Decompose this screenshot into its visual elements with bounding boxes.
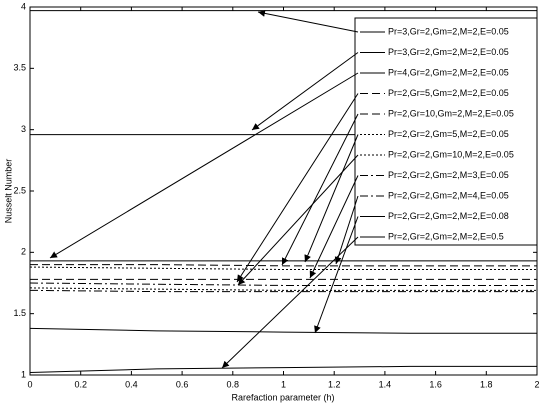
legend-label: Pr=2,Gr=2,Gm=2,M=2,E=0.5 (388, 231, 504, 241)
legend-label: Pr=3,Gr=2,Gm=2,M=2,E=0.05 (388, 26, 509, 36)
y-tick-label: 2.5 (13, 185, 26, 195)
legend-label: Pr=3,Gr=2,Gm=2,M=2,E=0.05 (388, 47, 509, 57)
series-line (29, 327, 537, 334)
legend-label: Pr=2,Gr=2,Gm=2,M=2,E=0.08 (388, 211, 509, 221)
legend-label: Pr=2,Gr=5,Gm=2,M=2,E=0.05 (388, 88, 509, 98)
x-tick-label: 1.6 (429, 379, 442, 389)
x-tick-label: 1.2 (328, 379, 341, 389)
annotation-arrow (237, 154, 359, 286)
legend-label: Pr=2,Gr=2,Gm=5,M=2,E=0.05 (388, 129, 509, 139)
legend-label: Pr=4,Gr=2,Gm=2,M=2,E=0.05 (388, 67, 509, 77)
annotation-arrow (281, 113, 359, 266)
x-tick-label: 1.8 (480, 379, 493, 389)
annotation-arrow (334, 195, 359, 265)
series-line (30, 264, 537, 267)
series-line (29, 289, 537, 293)
y-tick-label: 2 (21, 247, 26, 257)
series-line (29, 266, 537, 271)
annotation-arrow (309, 175, 359, 279)
series-line (29, 287, 537, 291)
annotation-arrow (49, 72, 359, 259)
annotation-arrow (257, 9, 359, 33)
legend-box (354, 17, 538, 246)
x-tick-label: 0 (27, 379, 32, 389)
annotation-arrow (251, 52, 359, 131)
annotation-arrow (236, 93, 359, 283)
x-tick-label: 2 (534, 379, 539, 389)
y-tick-label: 3.5 (13, 63, 26, 73)
series-line (29, 282, 537, 286)
annotation-arrow (304, 134, 359, 263)
series-line (29, 365, 537, 374)
y-tick-label: 3 (21, 124, 26, 134)
x-tick-label: 0.6 (176, 379, 189, 389)
y-axis-label: Nusselt Number (3, 159, 13, 224)
y-tick-label: 4 (21, 1, 26, 11)
x-axis-label: Rarefaction parameter (h) (231, 392, 334, 402)
x-tick-label: 0.4 (125, 379, 138, 389)
y-tick-label: 1 (21, 369, 26, 379)
x-tick-label: 0.8 (227, 379, 240, 389)
legend-label: Pr=2,Gr=2,Gm=2,M=3,E=0.05 (388, 170, 509, 180)
legend-label: Pr=2,Gr=2,Gm=10,M=2,E=0.05 (388, 149, 514, 159)
legend-label: Pr=2,Gr=10,Gm=2,M=2,E=0.05 (388, 108, 514, 118)
annotation-arrow (221, 236, 359, 369)
annotation-arrow (314, 216, 359, 334)
x-tick-label: 1.4 (379, 379, 392, 389)
legend-label: Pr=2,Gr=2,Gm=2,M=4,E=0.05 (388, 190, 509, 200)
y-tick-label: 1.5 (13, 308, 26, 318)
x-tick-label: 0.2 (74, 379, 87, 389)
x-tick-label: 1 (281, 379, 286, 389)
